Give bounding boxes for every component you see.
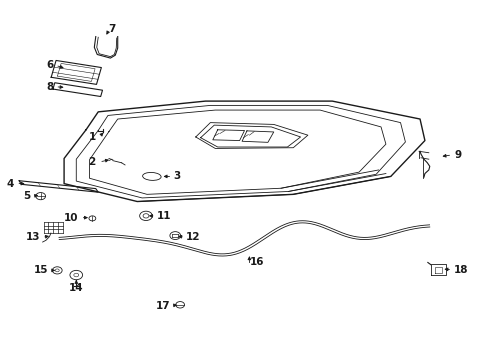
Text: 3: 3 xyxy=(173,171,181,181)
Text: 18: 18 xyxy=(453,265,468,275)
Text: 10: 10 xyxy=(64,213,79,222)
Text: 15: 15 xyxy=(34,265,48,275)
Text: 7: 7 xyxy=(108,24,115,35)
Text: 13: 13 xyxy=(26,232,41,242)
Text: 12: 12 xyxy=(185,232,200,242)
Text: 9: 9 xyxy=(453,150,460,160)
Text: 14: 14 xyxy=(69,283,83,293)
Text: 6: 6 xyxy=(46,60,53,70)
Text: 5: 5 xyxy=(22,191,30,201)
Text: 2: 2 xyxy=(88,157,96,167)
Text: 17: 17 xyxy=(156,301,170,311)
Text: 11: 11 xyxy=(157,211,171,221)
Text: 4: 4 xyxy=(7,179,14,189)
Text: 8: 8 xyxy=(46,82,53,92)
Text: 16: 16 xyxy=(249,257,264,267)
Text: 1: 1 xyxy=(88,132,96,142)
